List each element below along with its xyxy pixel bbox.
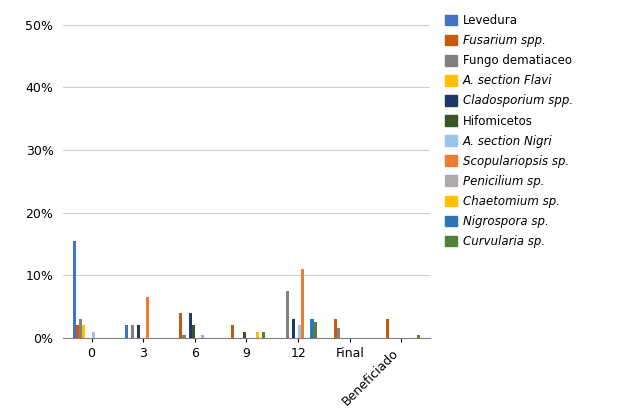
Bar [137, 325, 140, 338]
Bar [79, 319, 82, 338]
Bar [256, 332, 259, 338]
Bar [201, 335, 204, 338]
Bar [310, 319, 313, 338]
Bar [179, 313, 183, 338]
Bar [189, 313, 191, 338]
Bar [76, 325, 79, 338]
Bar [231, 325, 234, 338]
Bar [92, 332, 95, 338]
Bar [301, 269, 304, 338]
Bar [313, 322, 317, 338]
Bar [125, 325, 128, 338]
Bar [147, 297, 149, 338]
Bar [337, 328, 341, 338]
Bar [183, 335, 186, 338]
Bar [286, 291, 289, 338]
Bar [131, 325, 134, 338]
Legend: Levedura, Fusarium spp., Fungo dematiaceo, A. section Flavi, Cladosporium spp., : Levedura, Fusarium spp., Fungo dematiace… [443, 12, 576, 250]
Bar [82, 325, 85, 338]
Bar [292, 319, 295, 338]
Bar [386, 319, 389, 338]
Bar [243, 332, 246, 338]
Bar [262, 332, 265, 338]
Bar [191, 325, 195, 338]
Bar [73, 241, 76, 338]
Bar [417, 335, 420, 338]
Bar [298, 325, 301, 338]
Bar [334, 319, 337, 338]
